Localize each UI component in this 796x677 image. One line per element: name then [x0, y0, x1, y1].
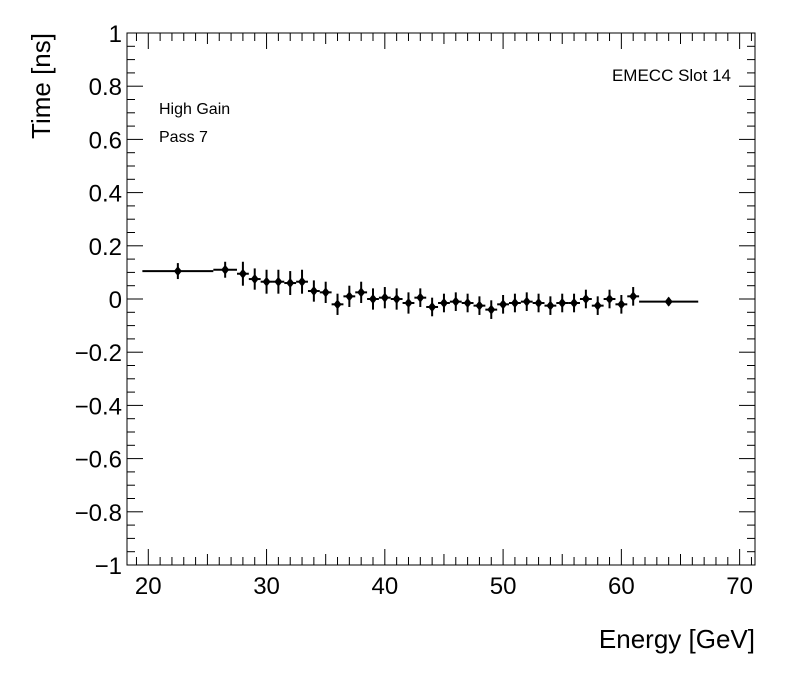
y-tick-label: −0.6 — [75, 447, 122, 474]
x-tick-label: 40 — [371, 573, 398, 600]
y-tick-label: 0.2 — [89, 234, 122, 261]
y-tick-label: −0.8 — [75, 500, 122, 527]
data-point — [509, 293, 521, 313]
y-tick-label: −0.4 — [75, 393, 122, 420]
data-point — [461, 293, 474, 313]
marker — [546, 300, 555, 311]
x-tick-label: 50 — [490, 573, 517, 600]
data-point — [319, 281, 332, 303]
data-points — [142, 261, 699, 319]
marker — [451, 296, 460, 307]
data-point — [544, 296, 557, 315]
data-point — [497, 295, 510, 314]
marker — [581, 294, 590, 304]
annotation-gain: High Gain — [159, 101, 230, 118]
data-point — [390, 288, 403, 310]
marker — [475, 300, 484, 311]
marker — [629, 291, 638, 302]
y-tick-label: 0.8 — [89, 74, 122, 101]
marker — [558, 297, 567, 308]
data-point — [426, 297, 439, 317]
data-point — [579, 289, 592, 309]
marker — [605, 294, 614, 304]
marker — [522, 296, 531, 307]
data-point — [343, 285, 356, 307]
data-point — [627, 287, 640, 306]
marker — [238, 268, 247, 279]
data-point — [414, 288, 427, 307]
marker — [262, 276, 271, 287]
marker — [416, 292, 425, 303]
marker — [333, 299, 342, 310]
data-point — [473, 296, 486, 315]
marker — [617, 299, 626, 310]
x-axis-label: Energy [GeV] — [599, 624, 755, 654]
marker — [499, 299, 508, 310]
marker — [404, 297, 413, 308]
marker — [510, 297, 519, 308]
marker — [274, 276, 283, 287]
data-point — [260, 269, 273, 294]
marker — [439, 297, 448, 308]
data-point — [296, 269, 308, 294]
data-point — [378, 287, 391, 309]
marker — [392, 294, 401, 304]
x-tick-label: 70 — [726, 573, 753, 600]
marker — [593, 300, 602, 311]
data-point — [532, 293, 545, 313]
data-point — [639, 296, 699, 307]
marker — [221, 264, 230, 275]
data-point — [603, 289, 616, 309]
y-tick-label: −1 — [95, 553, 122, 580]
marker — [664, 296, 673, 307]
data-point — [284, 271, 297, 296]
x-tick-label: 60 — [608, 573, 635, 600]
x-tick-label: 20 — [135, 573, 162, 600]
annotation-pass: Pass 7 — [159, 129, 208, 146]
y-tick-label: 0 — [109, 287, 122, 314]
marker — [570, 297, 579, 308]
data-point — [142, 263, 214, 280]
marker — [463, 297, 472, 308]
marker — [380, 292, 389, 303]
data-point — [307, 280, 320, 302]
data-point — [449, 292, 462, 311]
data-point — [331, 293, 344, 315]
marker — [173, 266, 182, 277]
y-tick-label: 0.4 — [89, 181, 122, 208]
marker — [428, 301, 437, 312]
data-point — [615, 295, 628, 314]
data-point — [248, 268, 261, 290]
data-point — [213, 261, 237, 278]
marker — [534, 297, 543, 308]
y-tick-label: 1 — [109, 21, 122, 48]
x-tick-label: 30 — [253, 573, 280, 600]
data-point — [355, 281, 368, 303]
marker — [345, 291, 354, 302]
data-point — [485, 300, 498, 319]
y-axis-label: Time [ns] — [26, 33, 56, 139]
marker — [298, 276, 307, 287]
y-tick-label: −0.2 — [75, 340, 122, 367]
marker — [309, 286, 318, 297]
annotation-slot: EMECC Slot 14 — [612, 66, 731, 85]
marker — [368, 294, 377, 304]
marker — [250, 274, 259, 285]
marker — [487, 304, 496, 315]
data-point — [367, 288, 379, 310]
marker — [321, 287, 330, 298]
marker — [357, 287, 366, 298]
data-point — [402, 292, 415, 314]
data-point — [438, 293, 450, 313]
data-point — [591, 296, 604, 315]
data-point — [520, 292, 533, 311]
axis-ticks: 20 30 40 50 60 70 1 0.8 0.6 0.4 0.2 0 −0.2 −0.4 −0.6 −0… — [75, 21, 755, 600]
marker — [286, 278, 295, 289]
y-tick-label: 0.6 — [89, 127, 122, 154]
data-point — [272, 269, 285, 294]
data-point — [236, 261, 249, 286]
data-point — [556, 293, 569, 313]
data-point — [568, 293, 580, 313]
